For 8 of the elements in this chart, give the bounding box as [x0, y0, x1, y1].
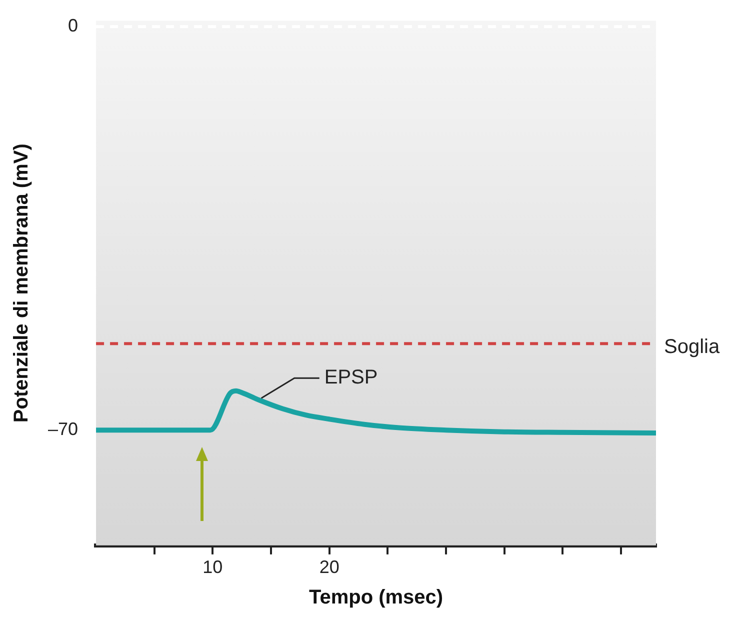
x-tick-label: 20: [319, 557, 340, 578]
annotation: EPSP: [324, 366, 378, 389]
x-tick-label: 10: [202, 557, 223, 578]
ref-line-label: Soglia: [664, 336, 720, 358]
x-axis-title: Tempo (msec): [308, 586, 444, 609]
y-tick-label: 0: [68, 16, 78, 36]
y-tick-label: –70: [48, 419, 78, 440]
y-axis-title: Potenziale di membrana (mV): [10, 144, 33, 423]
